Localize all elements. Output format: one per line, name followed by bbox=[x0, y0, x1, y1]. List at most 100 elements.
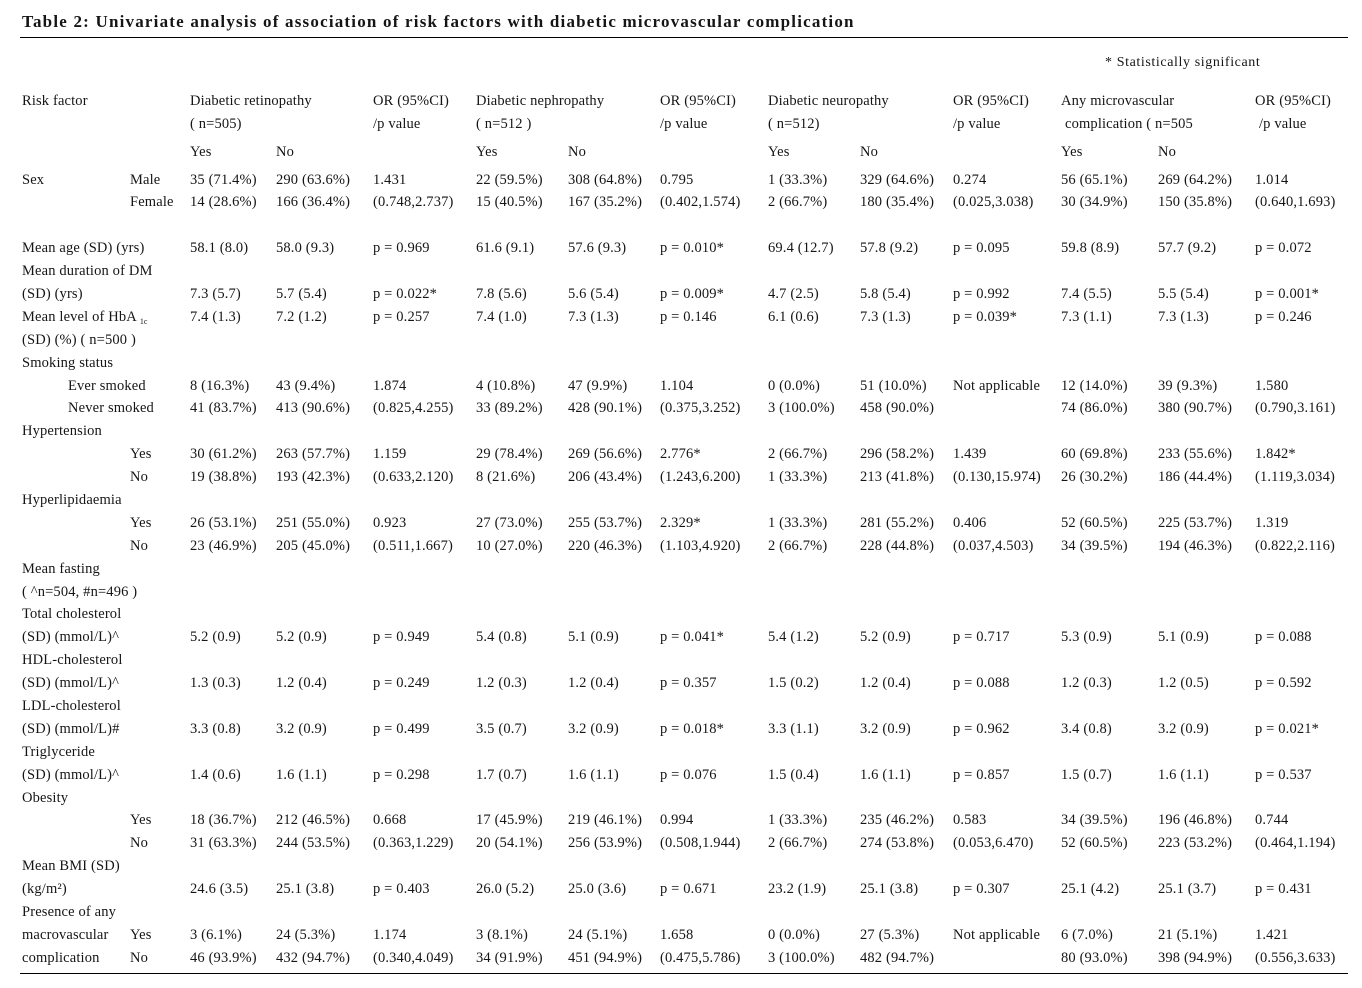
nephropathy-no-value: 1.6 (1.1) bbox=[568, 766, 619, 783]
any-complication-or-header: OR (95%CI) bbox=[1255, 93, 1332, 109]
risk-factor-text: ( ^n=504, #n=496 ) bbox=[22, 583, 138, 600]
risk-factor-text: Obesity bbox=[22, 789, 69, 806]
any-complication-or-p-value: p = 0.001* bbox=[1255, 285, 1320, 302]
any-complication-no-value: 1.6 (1.1) bbox=[1158, 766, 1209, 783]
nephropathy-or-p-value: p = 0.146 bbox=[660, 308, 717, 325]
nephropathy-no-value: 220 (46.3%) bbox=[568, 537, 643, 554]
nephropathy-or-p-value: p = 0.671 bbox=[660, 881, 717, 898]
neuropathy-no-value: 5.2 (0.9) bbox=[860, 629, 911, 646]
retinopathy-no-value: 43 (9.4%) bbox=[276, 377, 336, 394]
nephropathy-yes-value: 4 (10.8%) bbox=[476, 377, 536, 394]
table-row: Obesity bbox=[0, 787, 1362, 810]
neuropathy-or-p-value: p = 0.992 bbox=[953, 285, 1010, 302]
any-complication-no-value: 39 (9.3%) bbox=[1158, 377, 1218, 394]
nephropathy-no-value: 167 (35.2%) bbox=[568, 194, 643, 211]
risk-factor-label: (SD) (%) ( n=500 ) bbox=[22, 329, 136, 352]
retinopathy-no-value: 413 (90.6%) bbox=[276, 400, 351, 417]
table-row: (SD) (mmol/L)^ 1.3 (0.3) 1.2 (0.4) p = 0.24… bbox=[0, 672, 1362, 695]
any-complication-yes-value: 34 (39.5%) bbox=[1061, 812, 1128, 829]
neuropathy-or-p-value: Not applicable bbox=[953, 377, 1041, 394]
any-complication-or-p-value: (0.790,3.161) bbox=[1255, 400, 1336, 417]
retinopathy-or-p-value: (0.633,2.120) bbox=[373, 469, 454, 486]
any-complication-or-p-value: 1.014 bbox=[1255, 171, 1289, 188]
table-row: Mean fasting bbox=[0, 558, 1362, 581]
risk-factor-label: Mean BMI (SD) bbox=[22, 855, 120, 878]
any-complication-no-value: 186 (44.4%) bbox=[1158, 469, 1233, 486]
any-complication-yes-value: 52 (60.5%) bbox=[1061, 514, 1128, 531]
any-complication-header: Any microvascular bbox=[1061, 93, 1175, 109]
retinopathy-no-value: 3.2 (0.9) bbox=[276, 720, 327, 737]
table-row: Hyperlipidaemia bbox=[0, 489, 1362, 512]
neuropathy-or-p-value: 1.439 bbox=[953, 446, 987, 463]
nephropathy-yes-value: 3 (8.1%) bbox=[476, 926, 528, 943]
neuropathy-yes-value: 0 (0.0%) bbox=[768, 377, 820, 394]
risk-factor-label: (SD) (mmol/L)^ bbox=[22, 764, 119, 787]
table-row: Mean duration of DM bbox=[0, 260, 1362, 283]
retinopathy-no-value: 244 (53.5%) bbox=[276, 835, 351, 852]
risk-factor-subscript: 1c bbox=[139, 316, 148, 326]
neuropathy-no-value: 274 (53.8%) bbox=[860, 835, 935, 852]
neuropathy-no-value: 51 (10.0%) bbox=[860, 377, 927, 394]
category-label: No bbox=[130, 835, 149, 852]
nephropathy-or-header: OR (95%CI) bbox=[660, 93, 737, 109]
retinopathy-or-p-value: p = 0.499 bbox=[373, 720, 430, 737]
risk-factor-label: Mean fasting bbox=[22, 558, 100, 581]
neuropathy-yes-value: 3 (100.0%) bbox=[768, 400, 835, 417]
risk-factor-text: Sex bbox=[22, 171, 45, 188]
neuropathy-header: Diabetic neuropathy bbox=[768, 93, 889, 109]
neuropathy-yes-value: 1.5 (0.4) bbox=[768, 766, 819, 783]
neuropathy-no-value: 235 (46.2%) bbox=[860, 812, 935, 829]
neuropathy-or-p-value: 0.406 bbox=[953, 514, 987, 531]
risk-factor-label: macrovascular bbox=[22, 924, 109, 947]
risk-factor-label: Mean age (SD) (yrs) bbox=[22, 237, 144, 260]
nephropathy-header: Diabetic nephropathy bbox=[476, 93, 605, 109]
neuropathy-no-value: 180 (35.4%) bbox=[860, 194, 935, 211]
neuropathy-no-header: No bbox=[860, 144, 879, 160]
risk-factor-label: Presence of any bbox=[22, 901, 116, 924]
risk-factor-text: Presence of any bbox=[22, 904, 117, 920]
risk-factor-label: Total cholesterol bbox=[22, 603, 121, 626]
any-complication-no-value: 380 (90.7%) bbox=[1158, 400, 1233, 417]
neuropathy-yes-value: 6.1 (0.6) bbox=[768, 308, 819, 325]
retinopathy-n-label: ( n=505) bbox=[190, 116, 242, 132]
any-complication-yes-value: 3.4 (0.8) bbox=[1061, 720, 1112, 737]
table-row: Yes 30 (61.2%) 263 (57.7%) 1.159 29 (78.4%) 2… bbox=[0, 443, 1362, 466]
retinopathy-no-value: 432 (94.7%) bbox=[276, 949, 351, 966]
nephropathy-or-p-value: (0.475,5.786) bbox=[660, 949, 741, 966]
risk-factor-text: complication bbox=[22, 949, 100, 966]
nephropathy-yes-value: 26.0 (5.2) bbox=[476, 881, 535, 898]
retinopathy-or-p-value: 1.874 bbox=[373, 377, 407, 394]
risk-factor-label: (SD) (mmol/L)# bbox=[22, 718, 120, 741]
retinopathy-or-p-value: p = 0.249 bbox=[373, 675, 430, 692]
risk-factor-text: Mean BMI (SD) bbox=[22, 858, 120, 875]
risk-factor-text: HDL-cholesterol bbox=[22, 652, 123, 669]
nephropathy-yes-value: 8 (21.6%) bbox=[476, 469, 536, 486]
table-title: Table 2: Univariate analysis of associat… bbox=[22, 12, 855, 31]
risk-factor-text: Mean duration of DM bbox=[22, 263, 153, 280]
category-label: Female bbox=[130, 194, 174, 211]
nephropathy-no-value: 57.6 (9.3) bbox=[568, 240, 627, 257]
retinopathy-or-p-value: 1.159 bbox=[373, 446, 407, 463]
neuropathy-no-value: 482 (94.7%) bbox=[860, 949, 935, 966]
category-label: Male bbox=[130, 171, 161, 188]
retinopathy-yes-value: 41 (83.7%) bbox=[190, 400, 257, 417]
neuropathy-no-value: 25.1 (3.8) bbox=[860, 881, 919, 898]
neuropathy-no-value: 228 (44.8%) bbox=[860, 537, 935, 554]
table-row: (SD) (%) ( n=500 ) bbox=[0, 329, 1362, 352]
neuropathy-no-value: 296 (58.2%) bbox=[860, 446, 935, 463]
nephropathy-no-value: 255 (53.7%) bbox=[568, 514, 643, 531]
table-row: Mean age (SD) (yrs) 58.1 (8.0) 58.0 (9.3) p… bbox=[0, 237, 1362, 260]
risk-factor-text: Total cholesterol bbox=[22, 606, 122, 623]
neuropathy-no-value: 1.2 (0.4) bbox=[860, 675, 911, 692]
header-row: Risk factor Diabetic retinopathy OR (95%… bbox=[0, 90, 1362, 113]
nephropathy-no-value: 25.0 (3.6) bbox=[568, 881, 627, 898]
table-row: No 31 (63.3%) 244 (53.5%) (0.363,1.229) 20 (… bbox=[0, 832, 1362, 855]
retinopathy-no-value: 166 (36.4%) bbox=[276, 194, 351, 211]
retinopathy-no-value: 1.6 (1.1) bbox=[276, 766, 327, 783]
category-label: Yes bbox=[130, 812, 152, 829]
nephropathy-yes-value: 1.7 (0.7) bbox=[476, 766, 527, 783]
retinopathy-no-value: 290 (63.6%) bbox=[276, 171, 351, 188]
nephropathy-yes-value: 3.5 (0.7) bbox=[476, 720, 527, 737]
any-complication-no-value: 269 (64.2%) bbox=[1158, 171, 1233, 188]
risk-factor-label: Mean duration of DM bbox=[22, 260, 153, 283]
